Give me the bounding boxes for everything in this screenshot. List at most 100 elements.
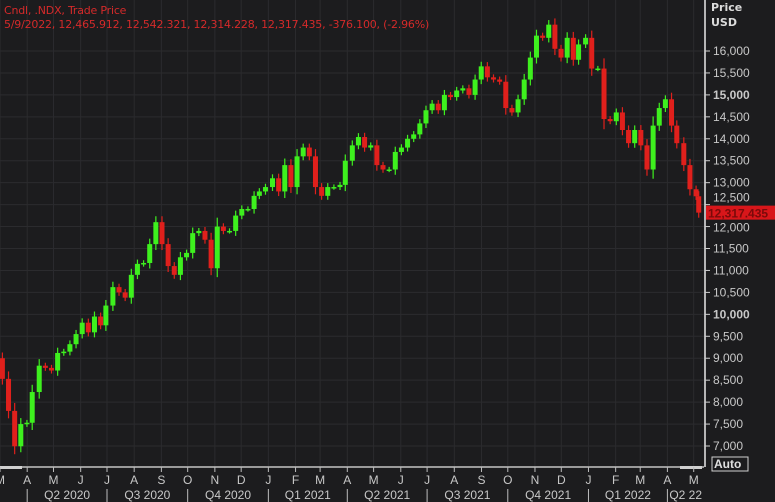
candle-body bbox=[417, 123, 423, 135]
candle-body bbox=[110, 287, 116, 306]
candle bbox=[239, 205, 245, 220]
candle bbox=[460, 85, 466, 94]
x-tick-label-quarter: Q3 2021 bbox=[444, 488, 490, 502]
candle bbox=[128, 268, 134, 304]
x-tick-label-month: A bbox=[450, 473, 458, 487]
candle-body bbox=[294, 156, 300, 188]
candle-body bbox=[576, 44, 582, 60]
candle bbox=[245, 206, 251, 212]
candle-body bbox=[674, 125, 680, 144]
candle bbox=[6, 371, 12, 419]
candle-body bbox=[454, 90, 460, 98]
candle bbox=[583, 34, 589, 49]
candle-body bbox=[441, 94, 447, 111]
candle bbox=[79, 318, 85, 339]
x-tick-label-month: D bbox=[237, 473, 246, 487]
candle-body bbox=[67, 344, 73, 352]
candle bbox=[466, 84, 472, 99]
candle bbox=[417, 119, 423, 139]
candle-body bbox=[644, 145, 650, 170]
candle-body bbox=[24, 422, 30, 425]
candle bbox=[558, 44, 564, 62]
candle-body bbox=[509, 108, 515, 113]
candle bbox=[220, 223, 226, 235]
candle-body bbox=[484, 66, 490, 78]
candle bbox=[392, 146, 398, 175]
y-tick-label: 8,000 bbox=[713, 395, 743, 409]
candle bbox=[349, 140, 355, 166]
candle bbox=[595, 65, 601, 72]
candle-body bbox=[552, 24, 558, 49]
candle bbox=[509, 104, 515, 116]
y-tick-label: 15,500 bbox=[713, 66, 750, 80]
candle-body bbox=[374, 145, 380, 166]
y-tick-label: 9,000 bbox=[713, 351, 743, 365]
auto-scale-button[interactable] bbox=[711, 456, 749, 472]
candle bbox=[546, 20, 552, 43]
candle-body bbox=[460, 88, 466, 91]
candle-body bbox=[48, 367, 54, 371]
x-tick-label-month: M bbox=[48, 473, 58, 487]
x-tick-label-month: J bbox=[78, 473, 84, 487]
candle bbox=[312, 149, 318, 195]
candle-body bbox=[256, 191, 262, 196]
candle bbox=[288, 159, 294, 193]
candle bbox=[435, 100, 441, 114]
x-tick-label-month: F bbox=[292, 473, 299, 487]
candle-body bbox=[435, 103, 441, 111]
candle-body bbox=[491, 77, 497, 80]
candle bbox=[319, 183, 325, 200]
candle bbox=[552, 18, 558, 56]
candle bbox=[696, 191, 702, 218]
candle bbox=[564, 32, 570, 64]
candle bbox=[337, 181, 343, 191]
candle bbox=[61, 348, 67, 356]
x-scrollbar-left bbox=[0, 466, 22, 469]
candle-body bbox=[546, 24, 552, 38]
x-tick-label-month: F bbox=[612, 473, 619, 487]
candle bbox=[626, 125, 632, 148]
last-price-label: 12,317.435 bbox=[708, 207, 768, 221]
candle bbox=[282, 158, 288, 199]
candle-body bbox=[61, 351, 67, 354]
y-tick-label: 11,000 bbox=[713, 263, 749, 277]
candle bbox=[484, 62, 490, 82]
candle-body bbox=[650, 125, 656, 170]
candle-body bbox=[319, 187, 325, 196]
candle-body bbox=[681, 143, 687, 166]
candle bbox=[423, 105, 429, 129]
candle bbox=[681, 137, 687, 172]
candle bbox=[73, 329, 79, 349]
candle-body bbox=[693, 189, 699, 197]
auto-scale-label: Auto bbox=[714, 457, 741, 471]
candle bbox=[441, 89, 447, 116]
candle bbox=[693, 185, 699, 200]
y-tick-label: 12,500 bbox=[713, 191, 750, 205]
candle bbox=[98, 312, 104, 330]
candle bbox=[576, 39, 582, 65]
candle bbox=[122, 288, 128, 302]
candle bbox=[669, 92, 675, 133]
candle bbox=[448, 91, 454, 101]
candle-body bbox=[380, 165, 386, 170]
candle bbox=[300, 143, 306, 161]
candle-body bbox=[331, 187, 337, 189]
axis-title-price: Price bbox=[711, 1, 743, 14]
candle-body bbox=[239, 209, 245, 216]
x-tick-label-month: O bbox=[503, 473, 512, 487]
y-tick-label: 7,500 bbox=[713, 417, 743, 431]
candle-body bbox=[159, 222, 165, 245]
candle bbox=[405, 134, 411, 152]
x-tick-label-month: A bbox=[343, 473, 351, 487]
candle-body bbox=[355, 137, 361, 146]
candle-body bbox=[262, 187, 268, 192]
candle-body bbox=[368, 145, 374, 148]
candle-body bbox=[42, 365, 48, 368]
candle bbox=[619, 107, 625, 136]
candle bbox=[208, 232, 214, 276]
y-tick-label: 12,000 bbox=[713, 221, 750, 235]
candle bbox=[306, 143, 312, 161]
candle bbox=[503, 75, 509, 115]
candle-body bbox=[196, 230, 202, 234]
